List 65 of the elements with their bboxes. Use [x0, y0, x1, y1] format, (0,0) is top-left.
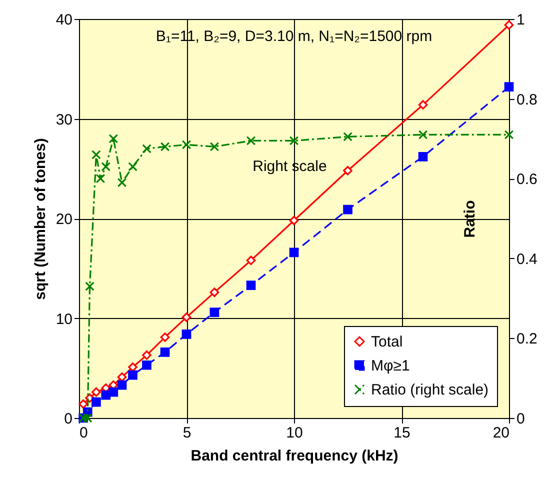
point: [418, 152, 428, 162]
point: [289, 136, 299, 146]
x-tick-label: 0: [80, 424, 88, 442]
legend-label: Mφ≥1: [371, 358, 410, 374]
point: [246, 256, 256, 266]
point: [117, 380, 127, 390]
point: [504, 20, 514, 30]
x-tick-label: 15: [394, 424, 410, 442]
point: [117, 178, 127, 188]
y2-tick-label: 0.2: [516, 330, 538, 348]
y-tick-label: 30: [56, 111, 72, 128]
x-tick-label: 20: [492, 424, 510, 442]
point: [289, 216, 299, 226]
point: [78, 399, 88, 409]
point: [182, 330, 192, 339]
point: [289, 248, 299, 258]
point: [117, 372, 127, 382]
point: [246, 136, 256, 146]
point: [128, 362, 138, 372]
point: [210, 308, 220, 317]
point: [101, 162, 111, 172]
point: [85, 282, 94, 292]
point: [128, 370, 138, 380]
point: [128, 162, 138, 172]
point: [160, 332, 170, 342]
x-axis-title: Band central frequency (kHz): [190, 448, 398, 464]
point: [142, 350, 152, 360]
y-axis-title: sqrt (Number of tones): [32, 138, 49, 300]
y2-tick-label: 0: [516, 410, 525, 428]
point: [160, 347, 170, 357]
point: [108, 387, 118, 397]
point: [343, 132, 352, 142]
point: [210, 142, 220, 152]
point: [182, 140, 192, 150]
point: [142, 360, 152, 370]
point: [418, 100, 428, 110]
point: [142, 144, 152, 154]
point: [343, 166, 352, 176]
point: [108, 134, 118, 144]
y-tick-label: 20: [56, 211, 72, 228]
point: [92, 397, 101, 407]
y-tick-label: 40: [56, 12, 72, 28]
y2-tick-label: 0.8: [516, 91, 538, 108]
point: [96, 174, 106, 184]
y2-tick-label: 0.4: [516, 250, 538, 268]
y-tick-label: 10: [56, 310, 72, 328]
legend-label: Total: [371, 334, 403, 350]
point: [182, 312, 192, 322]
y-tick-label: 0: [64, 410, 72, 428]
point: [160, 142, 170, 152]
point: [92, 150, 101, 160]
point: [82, 413, 92, 423]
point: [504, 130, 514, 140]
y2-tick-label: 1: [516, 12, 525, 28]
y2-axis-title: Ratio: [461, 200, 478, 238]
x-tick-label: 5: [182, 424, 192, 442]
point: [343, 204, 352, 214]
x-tick-label: 10: [286, 424, 303, 442]
point: [246, 280, 256, 290]
legend-label: Ratio (right scale): [371, 382, 489, 398]
y2-tick-label: 0.6: [516, 171, 538, 188]
point: [504, 82, 514, 92]
point: [210, 288, 220, 297]
point: [418, 130, 428, 140]
point: [92, 387, 101, 397]
